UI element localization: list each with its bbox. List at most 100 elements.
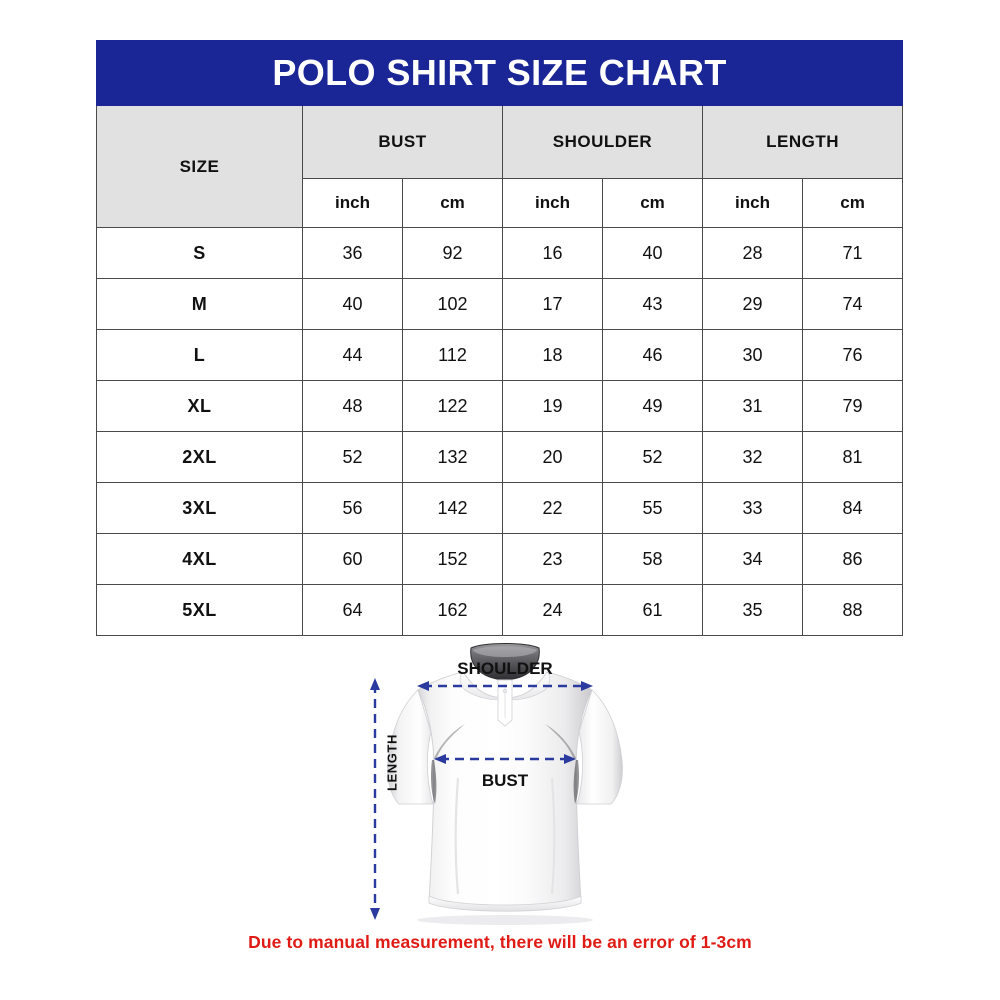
cell-shoulder-inch: 23 [502, 533, 603, 585]
shoulder-arrow-right [581, 681, 593, 691]
unit-length-inch: inch [702, 178, 803, 228]
cell-shoulder-inch: 19 [502, 380, 603, 432]
shirt-collar-wing-right [504, 671, 551, 700]
cell-length-inch: 32 [702, 431, 803, 483]
table-row: M 40 102 17 43 29 74 [96, 278, 904, 330]
chart-title-cell: POLO SHIRT SIZE CHART [95, 40, 904, 106]
shirt-collar-highlight [473, 646, 537, 657]
cell-shoulder-cm: 49 [602, 380, 703, 432]
cell-length-inch: 31 [702, 380, 803, 432]
shirt-armpit-shade-right [573, 760, 579, 804]
cell-size: XL [96, 380, 303, 432]
cell-bust-inch: 52 [302, 431, 403, 483]
header-bust: BUST [302, 105, 503, 179]
table-row: XL 48 122 19 49 31 79 [96, 380, 904, 432]
unit-bust-inch: inch [302, 178, 403, 228]
unit-shoulder-inch: inch [502, 178, 603, 228]
cell-bust-inch: 44 [302, 329, 403, 381]
bust-label: BUST [482, 771, 529, 790]
shoulder-arrow-left [417, 681, 429, 691]
shirt-shadow [417, 915, 593, 925]
cell-bust-inch: 64 [302, 584, 403, 636]
title-row: POLO SHIRT SIZE CHART [95, 40, 904, 106]
table-row: 5XL 64 162 24 61 35 88 [96, 584, 904, 636]
bust-arrow-right [564, 754, 576, 764]
table-row: S 36 92 16 40 28 71 [96, 227, 904, 279]
header-length: LENGTH [701, 105, 904, 179]
shirt-left-sleeve [387, 689, 434, 805]
cell-length-inch: 29 [702, 278, 803, 330]
polo-shirt-diagram: SHOULDER BUST [355, 628, 655, 928]
cell-size: 5XL [96, 584, 303, 636]
cell-length-cm: 71 [801, 227, 904, 279]
cell-length-cm: 76 [801, 329, 904, 381]
measurement-note: Due to manual measurement, there will be… [248, 932, 752, 952]
shirt-button [502, 688, 508, 694]
cell-shoulder-inch: 18 [502, 329, 603, 381]
cell-shoulder-cm: 52 [602, 431, 703, 483]
cell-bust-cm: 92 [402, 227, 503, 279]
table-row: L 44 112 18 46 30 76 [96, 329, 904, 381]
header-shoulder: SHOULDER [502, 105, 703, 179]
length-arrow-top [370, 678, 380, 690]
cell-bust-cm: 122 [402, 380, 503, 432]
shirt-seam-left [434, 724, 465, 760]
cell-size: M [96, 278, 303, 330]
unit-header-row: inch cm inch cm inch cm [97, 178, 904, 228]
cell-bust-cm: 132 [402, 431, 503, 483]
cell-shoulder-inch: 17 [502, 278, 603, 330]
cell-bust-cm: 102 [402, 278, 503, 330]
cell-size: 2XL [96, 431, 303, 483]
shirt-fold-right [550, 777, 556, 895]
unit-bust-cm: cm [402, 178, 503, 228]
cell-length-inch: 34 [702, 533, 803, 585]
unit-shoulder-cm: cm [602, 178, 703, 228]
cell-length-inch: 28 [702, 227, 803, 279]
bust-arrow-left [434, 754, 446, 764]
cell-bust-inch: 56 [302, 482, 403, 534]
cell-shoulder-cm: 43 [602, 278, 703, 330]
cell-length-cm: 84 [801, 482, 904, 534]
cell-size: 3XL [96, 482, 303, 534]
cell-bust-cm: 162 [402, 584, 503, 636]
table-row: 4XL 60 152 23 58 34 86 [96, 533, 904, 585]
cell-length-inch: 30 [702, 329, 803, 381]
cell-length-cm: 81 [801, 431, 904, 483]
shoulder-label: SHOULDER [457, 659, 552, 678]
table-row: 2XL 52 132 20 52 32 81 [96, 431, 904, 483]
cell-shoulder-cm: 40 [602, 227, 703, 279]
page-title: POLO SHIRT SIZE CHART [272, 52, 727, 93]
shirt-hem [428, 895, 582, 912]
table-row: 3XL 56 142 22 55 33 84 [96, 482, 904, 534]
unit-length-cm: cm [801, 178, 904, 228]
cell-shoulder-cm: 55 [602, 482, 703, 534]
cell-shoulder-inch: 22 [502, 482, 603, 534]
cell-length-cm: 88 [801, 584, 904, 636]
header-size: SIZE [96, 105, 303, 228]
cell-length-inch: 33 [702, 482, 803, 534]
cell-bust-cm: 152 [402, 533, 503, 585]
cell-length-cm: 86 [801, 533, 904, 585]
cell-length-inch: 35 [702, 584, 803, 636]
cell-size: L [96, 329, 303, 381]
shirt-armpit-shade-left [431, 760, 437, 804]
shirt-collar-wing-left [459, 671, 506, 700]
cell-size: S [96, 227, 303, 279]
cell-bust-cm: 112 [402, 329, 503, 381]
length-label: LENGTH [384, 733, 400, 792]
cell-shoulder-inch: 20 [502, 431, 603, 483]
shirt-fold-left [454, 777, 460, 895]
length-arrow-bottom [370, 908, 380, 920]
shirt-seam-right [545, 724, 576, 760]
cell-shoulder-cm: 46 [602, 329, 703, 381]
cell-shoulder-inch: 16 [502, 227, 603, 279]
cell-length-cm: 79 [801, 380, 904, 432]
cell-length-cm: 74 [801, 278, 904, 330]
cell-bust-inch: 48 [302, 380, 403, 432]
cell-bust-inch: 60 [302, 533, 403, 585]
size-chart-table-wrapper: POLO SHIRT SIZE CHART SIZE BUST SHOULDER… [95, 40, 904, 636]
cell-shoulder-cm: 58 [602, 533, 703, 585]
cell-shoulder-cm: 61 [602, 584, 703, 636]
group-header-row: SIZE BUST SHOULDER LENGTH [96, 105, 904, 228]
cell-size: 4XL [96, 533, 303, 585]
